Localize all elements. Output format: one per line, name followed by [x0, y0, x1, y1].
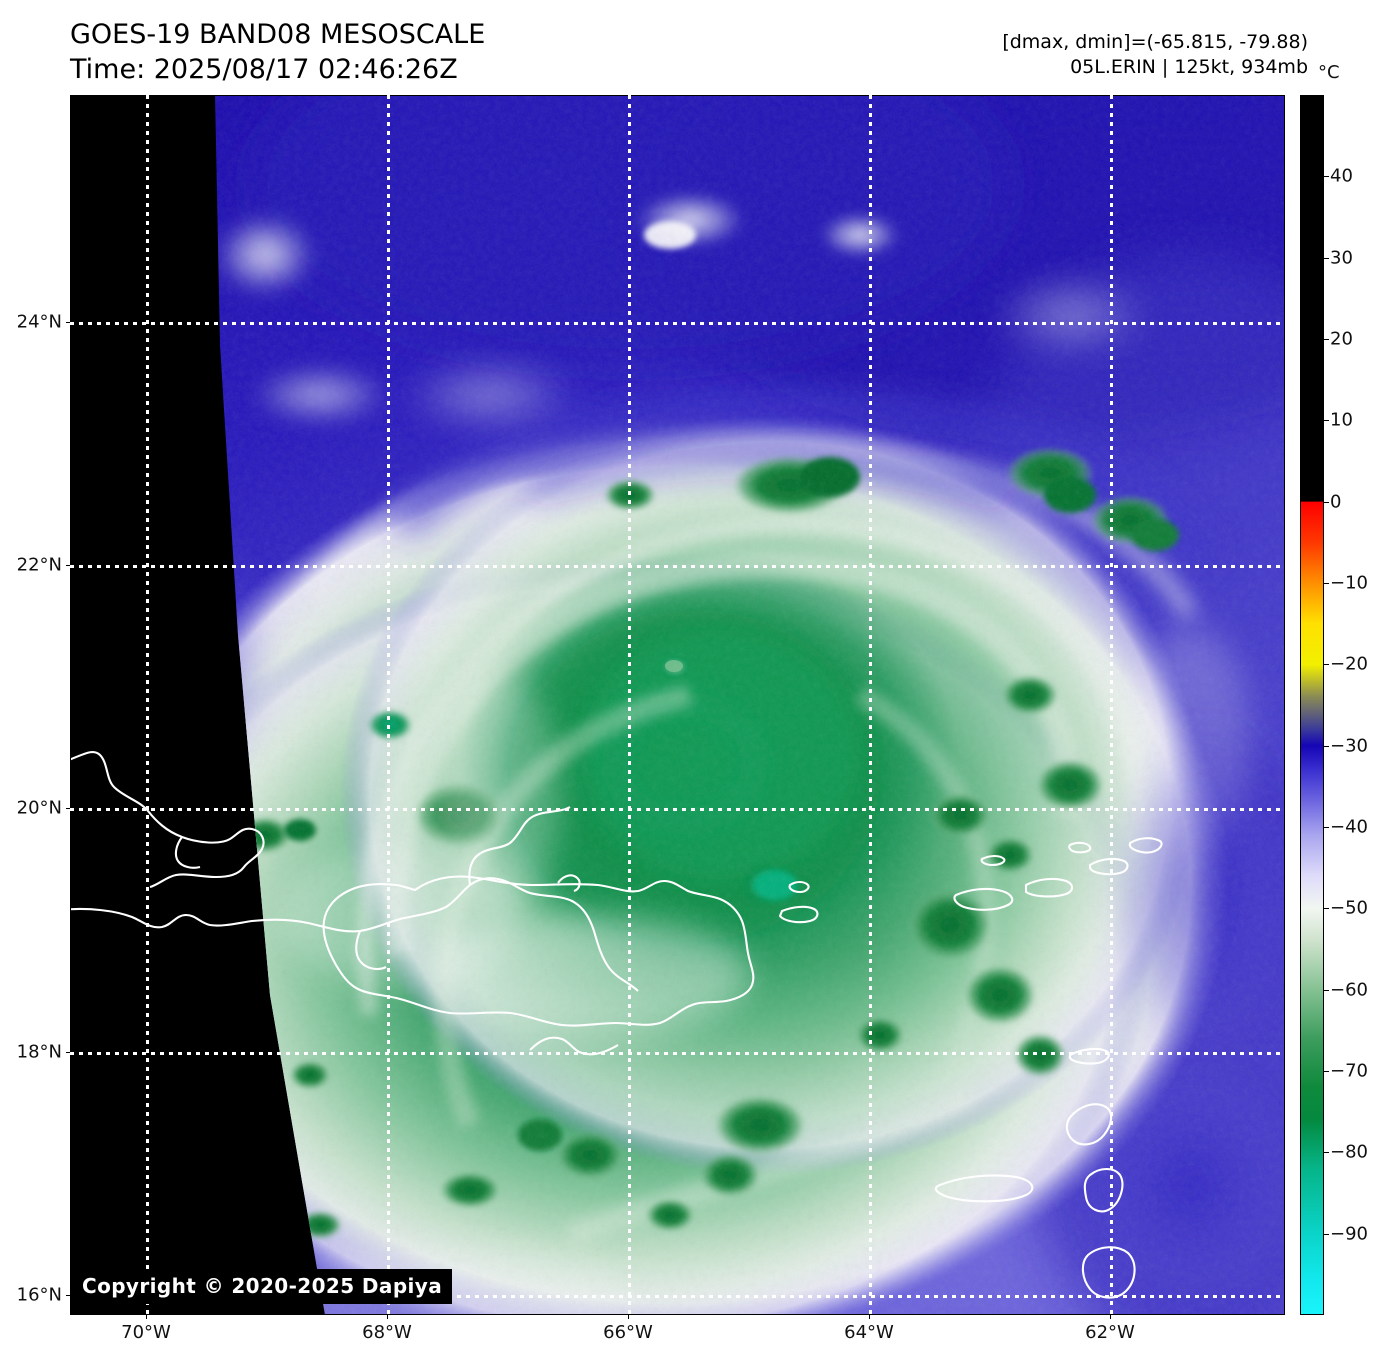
- satellite-raster: [70, 95, 1285, 1315]
- lon-tick-label-0: 70°W: [121, 1322, 171, 1343]
- lat-tick-label-1: 22°N: [16, 554, 62, 576]
- colorbar-tick-label-13: −90: [1330, 1223, 1368, 1245]
- colorbar-tick-mark: [1324, 908, 1329, 910]
- lon-tick-label-1: 68°W: [362, 1322, 412, 1343]
- lat-tick-label-3: 18°N: [16, 1041, 62, 1063]
- lon-tick-mark: [1110, 1315, 1111, 1319]
- metadata-block: [dmax, dmin]=(-65.815, -79.88) 05L.ERIN …: [1002, 30, 1308, 79]
- lon-tick-label-4: 62°W: [1085, 1322, 1135, 1343]
- lat-tick-label-4: 16°N: [16, 1284, 62, 1306]
- colorbar-tick-label-4: 0: [1330, 491, 1342, 513]
- colorbar-tick-label-6: −20: [1330, 653, 1368, 675]
- colorbar-tick-mark: [1324, 257, 1329, 259]
- colorbar[interactable]: [1300, 95, 1324, 1315]
- lat-tick-label-0: 24°N: [16, 311, 62, 333]
- colorbar-tick-label-9: −50: [1330, 897, 1368, 919]
- lon-tick-label-3: 64°W: [844, 1322, 894, 1343]
- colorbar-tick-mark: [1324, 583, 1329, 584]
- colorbar-tick-mark: [1324, 1233, 1329, 1235]
- page-title: GOES-19 BAND08 MESOSCALE: [70, 19, 486, 50]
- colorbar-unit-label: °C: [1318, 62, 1340, 83]
- colorbar-tick-label-0: 40: [1330, 165, 1353, 187]
- colorbar-tick-label-10: −60: [1330, 979, 1368, 1001]
- copyright-banner: Copyright © 2020-2025 Dapiya: [70, 1269, 453, 1304]
- lon-tick-mark: [146, 1315, 147, 1319]
- colorbar-tick-label-3: 10: [1330, 409, 1353, 431]
- timestamp-label: Time: 2025/08/17 02:46:26Z: [70, 53, 458, 85]
- colorbar-tick-mark: [1324, 827, 1329, 828]
- colorbar-gradient: [1300, 95, 1324, 1315]
- colorbar-tick-label-7: −30: [1330, 735, 1368, 757]
- colorbar-tick-mark: [1324, 420, 1329, 422]
- colorbar-tick-label-12: −80: [1330, 1141, 1368, 1163]
- colorbar-tick-mark: [1324, 501, 1329, 503]
- storm-info-label: 05L.ERIN | 125kt, 934mb: [1070, 55, 1308, 78]
- colorbar-tick-mark: [1324, 745, 1329, 747]
- colorbar-tick-label-2: 20: [1330, 328, 1353, 350]
- colorbar-tick-label-8: −40: [1330, 816, 1368, 838]
- colorbar-tick-label-1: 30: [1330, 247, 1353, 269]
- colorbar-tick-mark: [1324, 664, 1329, 666]
- coastline-overlay: [70, 750, 1163, 1299]
- colorbar-tick-mark: [1324, 339, 1329, 340]
- lon-tick-mark: [869, 1315, 870, 1319]
- colorbar-tick-mark: [1324, 1071, 1329, 1072]
- colorbar-tick-label-5: −10: [1330, 572, 1368, 594]
- lon-tick-mark: [387, 1315, 388, 1319]
- lon-tick-mark: [628, 1315, 629, 1319]
- satellite-imagery-panel: [70, 95, 1285, 1315]
- lat-tick-label-2: 20°N: [16, 797, 62, 819]
- colorbar-tick-label-11: −70: [1330, 1060, 1368, 1082]
- colorbar-tick-mark: [1324, 989, 1329, 991]
- colorbar-tick-mark: [1324, 1152, 1329, 1154]
- title-block: GOES-19 BAND08 MESOSCALE Time: 2025/08/1…: [70, 18, 485, 87]
- lon-tick-label-2: 66°W: [603, 1322, 653, 1343]
- dminmax-label: [dmax, dmin]=(-65.815, -79.88): [1002, 31, 1308, 53]
- colorbar-tick-mark: [1324, 176, 1329, 178]
